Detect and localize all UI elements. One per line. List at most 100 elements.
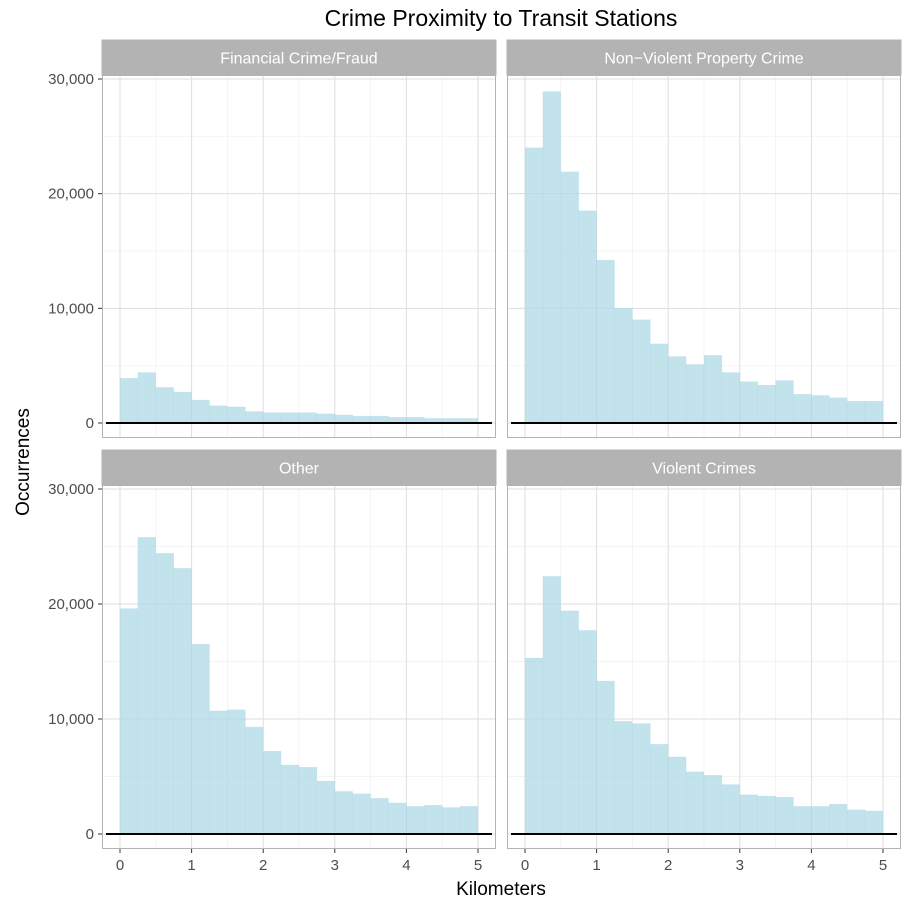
x-tick-label: 3 — [331, 857, 339, 874]
x-tick-label: 2 — [259, 857, 267, 874]
x-tick-label: 0 — [521, 857, 529, 874]
histogram-bar — [227, 709, 246, 835]
y-axis-title: Occurrences — [13, 408, 34, 516]
histogram-bar — [721, 784, 741, 835]
histogram-bar — [811, 395, 830, 424]
histogram-bar — [155, 387, 174, 424]
histogram-bar — [370, 798, 389, 835]
histogram-bar — [578, 630, 597, 835]
facet-panels: Financial Crime/Fraud 0 10,000 20,000 30,000… — [48, 39, 902, 874]
x-tick-label: 5 — [474, 857, 482, 874]
histogram-bar — [846, 400, 866, 424]
histogram-bar — [245, 726, 264, 835]
y-tick-label: 20,000 — [48, 596, 94, 613]
histogram-bar — [262, 750, 282, 835]
histogram-bar — [245, 411, 264, 424]
histogram-bar — [388, 802, 407, 835]
histogram-bar — [864, 810, 884, 835]
histogram-bar — [864, 400, 884, 424]
x-tick-label: 4 — [807, 857, 815, 874]
x-tick-label: 5 — [879, 857, 887, 874]
x-tick-label: 0 — [116, 857, 124, 874]
histogram-bar — [352, 415, 371, 424]
histogram-bar — [650, 343, 669, 424]
facet-strip — [101, 449, 497, 486]
histogram-bar — [173, 568, 192, 835]
histogram-bar — [703, 355, 723, 424]
histogram-bar — [524, 657, 544, 835]
histogram-bar — [119, 608, 139, 835]
histogram-bar — [614, 721, 633, 835]
histogram-bar — [280, 764, 300, 835]
facet-strip-label: Other — [279, 461, 320, 478]
histogram-bar — [262, 412, 282, 424]
histogram-bar — [542, 576, 562, 835]
facet-strip-label: Financial Crime/Fraud — [220, 51, 377, 68]
histogram-bar — [775, 796, 794, 835]
histogram-bar — [209, 710, 228, 835]
histogram-bar — [191, 644, 210, 835]
x-tick-label: 1 — [187, 857, 195, 874]
histogram-bar — [406, 806, 425, 835]
histogram-bar — [424, 805, 443, 835]
histogram-bar — [316, 413, 336, 424]
facet-panel: Violent Crimes 0 1 2 3 4 5 — [506, 449, 902, 874]
facet-strip — [101, 39, 497, 76]
histogram-bar — [459, 806, 479, 835]
histogram-bar — [155, 553, 174, 835]
histogram-bar — [793, 394, 812, 424]
facet-panel: Other 0 10,000 20,000 30,000 0 1 2 3 4 5 — [48, 449, 497, 874]
facet-strip-label: Non−Violent Property Crime — [604, 51, 803, 68]
histogram-bar — [632, 723, 651, 835]
histogram-bar — [757, 384, 776, 424]
x-tick-label: 1 — [592, 857, 600, 874]
histogram-bar — [829, 803, 848, 835]
histogram-bar — [739, 381, 758, 424]
histogram-bar — [298, 767, 318, 835]
histogram-bar — [703, 775, 723, 835]
histogram-bar — [632, 319, 651, 424]
histogram-bar — [119, 378, 139, 424]
histogram-bar — [137, 537, 157, 835]
histogram-bar — [334, 791, 353, 835]
x-tick-label: 3 — [736, 857, 744, 874]
histogram-bar — [685, 771, 705, 835]
facet-strip-label: Violent Crimes — [652, 461, 756, 478]
y-tick-label: 10,000 — [48, 711, 94, 728]
facet-strip — [506, 449, 902, 486]
histogram-bar — [578, 210, 597, 424]
chart-title: Crime Proximity to Transit Stations — [325, 5, 678, 31]
histogram-bar — [596, 680, 615, 835]
histogram-bar — [721, 372, 741, 424]
histogram-bar — [739, 794, 758, 835]
histogram-bar — [441, 807, 461, 835]
y-tick-label: 20,000 — [48, 186, 94, 203]
histogram-bar — [846, 809, 866, 835]
histogram-bar — [227, 406, 246, 424]
histogram-bar — [542, 91, 562, 424]
y-tick-label: 30,000 — [48, 71, 94, 88]
facet-panel: Financial Crime/Fraud 0 10,000 20,000 30,000 — [48, 39, 497, 438]
histogram-bar — [137, 372, 157, 424]
histogram-bar — [209, 405, 228, 424]
histogram-bar — [667, 756, 687, 835]
histogram-bar — [524, 147, 544, 424]
histogram-bar — [298, 412, 318, 424]
histogram-bar — [667, 356, 687, 424]
histogram-bar — [316, 780, 336, 835]
histogram-bar — [757, 795, 776, 835]
histogram-bar — [829, 397, 848, 424]
histogram-bar — [352, 793, 371, 835]
histogram-bar — [370, 415, 389, 424]
y-tick-label: 0 — [86, 826, 94, 843]
facet-strip — [506, 39, 902, 76]
y-tick-label: 0 — [86, 415, 94, 432]
y-tick-label: 30,000 — [48, 481, 94, 498]
histogram-bar — [596, 259, 615, 424]
y-tick-label: 10,000 — [48, 300, 94, 317]
histogram-bar — [173, 391, 192, 424]
x-tick-label: 4 — [402, 857, 410, 874]
histogram-bar — [650, 744, 669, 835]
histogram-bar — [614, 308, 633, 424]
